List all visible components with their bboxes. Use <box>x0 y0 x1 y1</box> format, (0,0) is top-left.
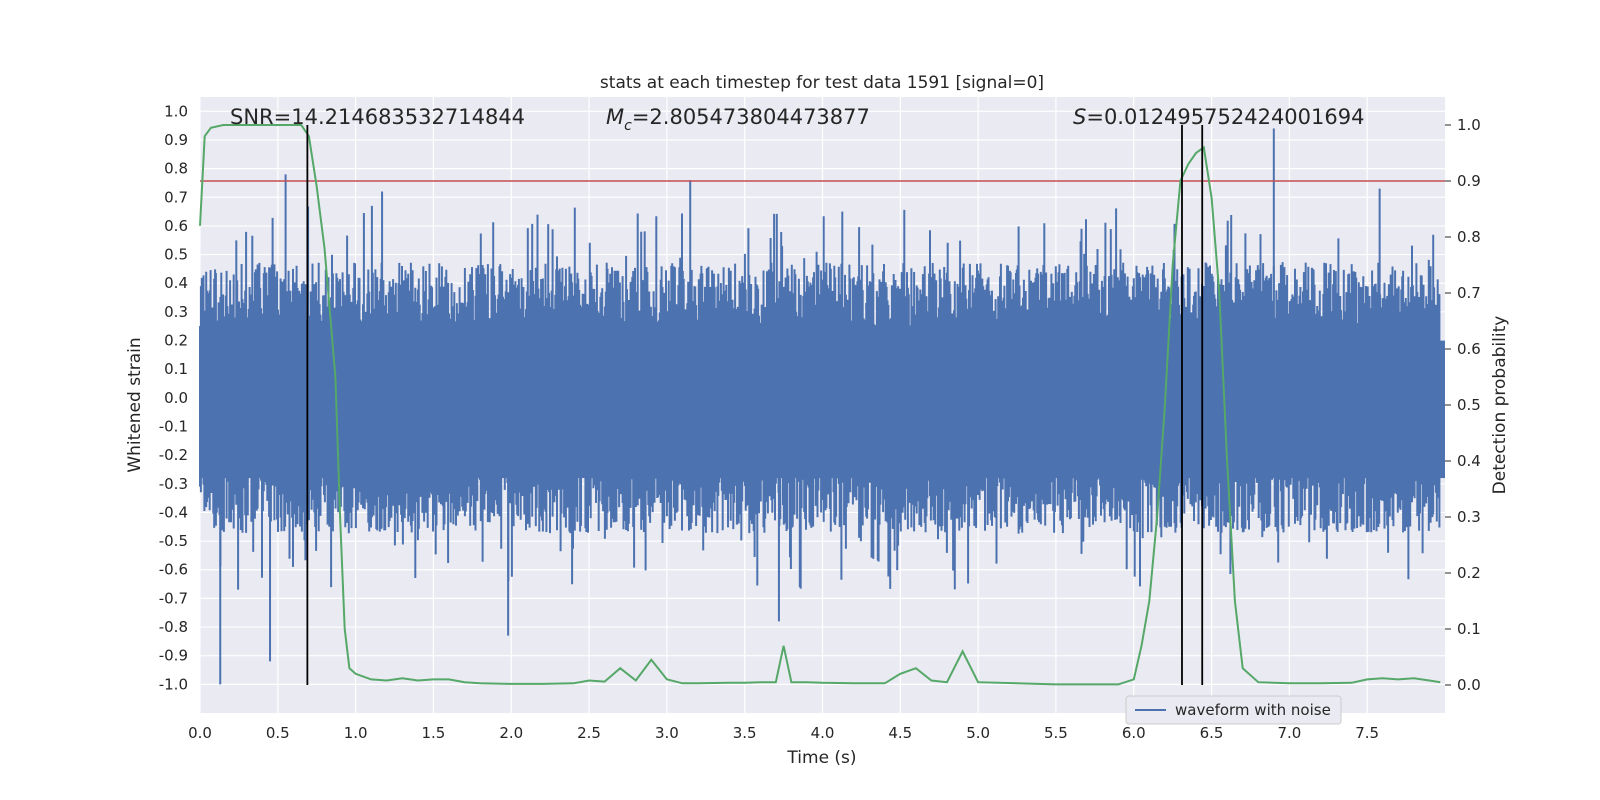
significance-annotation: S=0.012495752424001694 <box>1073 105 1364 129</box>
significance-symbol: S <box>1073 105 1086 129</box>
x-tick-label: 1.0 <box>344 724 368 742</box>
significance-value: =0.012495752424001694 <box>1086 105 1364 129</box>
y-left-tick-label: 0.8 <box>164 160 188 178</box>
y-left-tick-label: 0.1 <box>164 360 188 378</box>
y-left-tick-label: -0.7 <box>159 589 188 607</box>
chirp-mass-symbol: M <box>606 105 624 129</box>
x-tick-label: 0.5 <box>266 724 290 742</box>
y-right-tick-label: 0.8 <box>1457 228 1481 246</box>
x-tick-label: 6.5 <box>1200 724 1224 742</box>
y-axis-left-label: Whitened strain <box>125 337 145 472</box>
x-tick-label: 7.0 <box>1277 724 1301 742</box>
chirp-mass-value: =2.805473804473877 <box>632 105 870 129</box>
x-tick-label: 2.0 <box>499 724 523 742</box>
y-left-tick-label: 1.0 <box>164 102 188 120</box>
y-left-tick-labels: 1.0 0.9 0.8 0.7 0.6 0.5 0.4 0.3 0.2 0.1 0.0 -0.1 -0.… <box>159 102 188 693</box>
y-left-tick-label: -0.2 <box>159 446 188 464</box>
y-left-tick-label: 0.2 <box>164 332 188 350</box>
y-left-tick-label: -1.0 <box>159 675 188 693</box>
y-left-tick-label: 0.5 <box>164 246 188 264</box>
y-left-tick-label: -0.5 <box>159 532 188 550</box>
x-tick-labels: 0.0 0.5 1.0 1.5 2.0 2.5 3.0 3.5 4.0 4.5 5.0 5.5 6.0 6… <box>188 724 1379 742</box>
x-tick-label: 4.5 <box>888 724 912 742</box>
x-tick-label: 0.0 <box>188 724 212 742</box>
y-left-tick-label: -0.4 <box>159 503 188 521</box>
chart-title: stats at each timestep for test data 159… <box>600 73 1044 93</box>
y-left-tick-label: -0.8 <box>159 618 188 636</box>
y-left-tick-label: 0.7 <box>164 188 188 206</box>
x-tick-label: 2.5 <box>577 724 601 742</box>
y-right-tick-label: 0.9 <box>1457 172 1481 190</box>
x-axis-label: Time (s) <box>786 748 856 768</box>
legend: waveform with noise <box>1125 695 1342 725</box>
y-right-tick-labels: 1.0 0.9 0.8 0.7 0.6 0.5 0.4 0.3 0.2 0.1 0.0 <box>1445 116 1481 694</box>
x-tick-label: 1.5 <box>422 724 446 742</box>
y-axis-right-label: Detection probability <box>1490 316 1510 495</box>
y-right-tick-label: 0.6 <box>1457 340 1481 358</box>
x-tick-label: 4.0 <box>811 724 835 742</box>
y-right-tick-label: 0.7 <box>1457 284 1481 302</box>
x-tick-label: 5.5 <box>1044 724 1068 742</box>
x-tick-label: 3.5 <box>733 724 757 742</box>
legend-label: waveform with noise <box>1175 701 1331 719</box>
y-right-tick-label: 0.1 <box>1457 620 1481 638</box>
snr-annotation: SNR=14.214683532714844 <box>230 105 525 129</box>
y-left-tick-label: -0.6 <box>159 561 188 579</box>
waveform-core <box>200 340 1445 479</box>
y-left-tick-label: 0.9 <box>164 131 188 149</box>
legend-box <box>1125 695 1342 725</box>
y-left-tick-label: 0.6 <box>164 217 188 235</box>
x-tick-label: 5.0 <box>966 724 990 742</box>
detection-probability-line <box>199 124 1441 686</box>
x-tick-label: 7.5 <box>1355 724 1379 742</box>
y-left-tick-label: -0.1 <box>159 417 188 435</box>
y-left-tick-label: -0.9 <box>159 647 188 665</box>
y-left-tick-label: -0.3 <box>159 475 188 493</box>
waveform-series <box>199 128 1445 685</box>
vertical-markers <box>306 125 1204 685</box>
y-left-tick-label: 0.0 <box>164 389 188 407</box>
chirp-mass-annotation: Mc=2.805473804473877 <box>606 105 870 134</box>
y-right-tick-label: 1.0 <box>1457 116 1481 134</box>
x-tick-label: 3.0 <box>655 724 679 742</box>
y-right-tick-label: 0.5 <box>1457 396 1481 414</box>
y-right-tick-label: 0.4 <box>1457 452 1481 470</box>
chirp-mass-subscript: c <box>624 118 632 134</box>
y-right-tick-label: 0.3 <box>1457 508 1481 526</box>
y-right-tick-label: 0.0 <box>1457 676 1481 694</box>
x-tick-label: 6.0 <box>1122 724 1146 742</box>
y-left-tick-label: 0.3 <box>164 303 188 321</box>
y-right-tick-label: 0.2 <box>1457 564 1481 582</box>
y-left-tick-label: 0.4 <box>164 274 188 292</box>
